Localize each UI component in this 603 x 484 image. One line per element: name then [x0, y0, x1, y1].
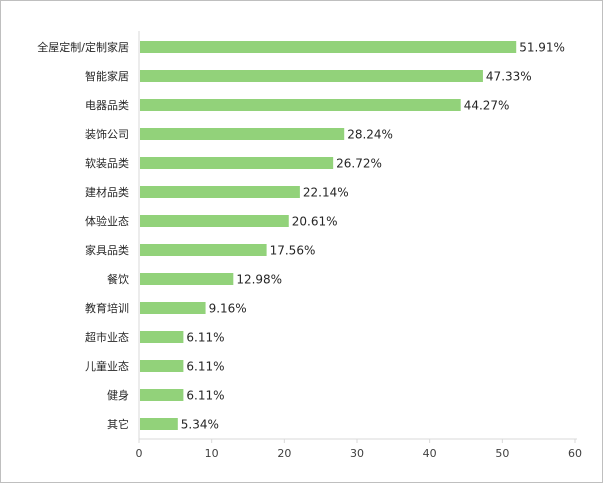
x-tick-label: 10: [205, 447, 219, 460]
value-label: 47.33%: [486, 70, 532, 84]
category-label: 建材品类: [85, 185, 129, 199]
x-tick-label: 20: [277, 447, 291, 460]
value-label: 12.98%: [236, 273, 282, 287]
bar: [140, 186, 300, 198]
x-tick-label: 60: [568, 447, 582, 460]
value-label: 28.24%: [347, 128, 393, 142]
bar: [140, 273, 234, 285]
category-label: 软装品类: [85, 156, 129, 170]
category-label: 餐饮: [107, 272, 129, 286]
value-label: 26.72%: [336, 157, 382, 171]
value-label: 9.16%: [209, 302, 247, 316]
bar: [140, 331, 184, 343]
x-tick-label: 40: [423, 447, 437, 460]
x-tick-label: 50: [495, 447, 509, 460]
bar: [140, 128, 345, 140]
category-label: 儿童业态: [85, 359, 129, 373]
bar: [140, 302, 206, 314]
value-label: 5.34%: [181, 418, 219, 432]
category-label: 体验业态: [85, 214, 129, 228]
bar: [140, 215, 289, 227]
bar: [140, 157, 334, 169]
x-tick-label: 30: [350, 447, 364, 460]
category-label: 超市业态: [85, 330, 129, 344]
category-label: 健身: [107, 388, 129, 402]
x-tick-label: 0: [136, 447, 143, 460]
value-label: 20.61%: [292, 215, 338, 229]
category-label: 教育培训: [85, 301, 129, 315]
category-label: 全屋定制/定制家居: [37, 40, 129, 54]
value-label: 6.11%: [186, 360, 224, 374]
value-label: 17.56%: [270, 244, 316, 258]
category-label: 家具品类: [85, 243, 129, 257]
value-label: 22.14%: [303, 186, 349, 200]
bar: [140, 360, 184, 372]
bar: [140, 70, 483, 82]
bar: [140, 99, 461, 111]
bar: [140, 389, 184, 401]
category-label: 电器品类: [85, 98, 129, 112]
bar: [140, 244, 267, 256]
category-label: 智能家居: [85, 69, 129, 83]
category-label: 装饰公司: [85, 127, 129, 141]
value-label: 51.91%: [519, 41, 565, 55]
category-label: 其它: [107, 417, 129, 431]
value-label: 6.11%: [186, 331, 224, 345]
bar: [140, 418, 178, 430]
bar: [140, 41, 517, 53]
value-label: 6.11%: [186, 389, 224, 403]
value-label: 44.27%: [464, 99, 510, 113]
